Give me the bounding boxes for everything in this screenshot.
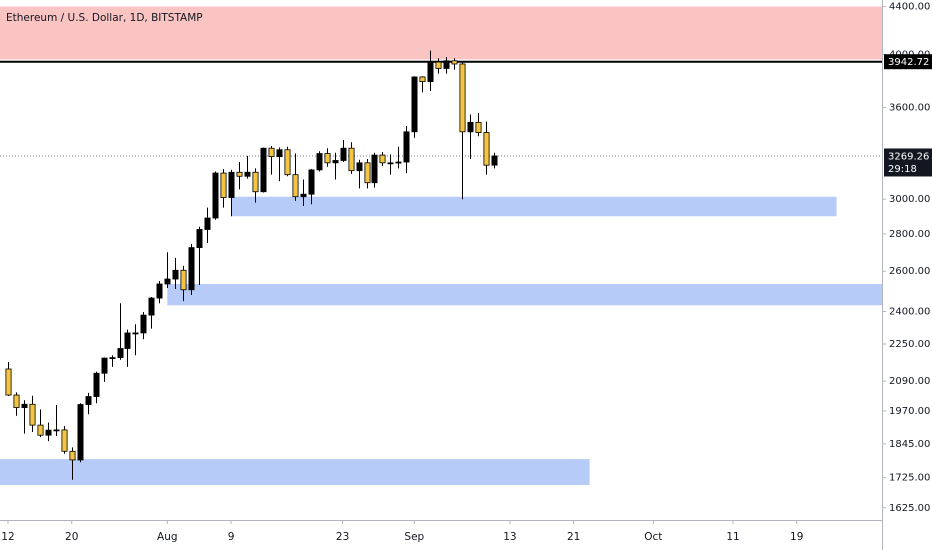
candle-body (300, 193, 307, 198)
y-tick-label: 2800.00 (889, 229, 930, 240)
y-tick-label: 1970.00 (889, 406, 930, 417)
candle-body (340, 147, 347, 161)
candle-body (324, 153, 331, 164)
candle-body (411, 76, 418, 133)
candle-body (316, 153, 323, 171)
candle-body (93, 372, 100, 397)
candle-body (387, 162, 394, 165)
candle-body (77, 404, 84, 461)
candle-body (109, 357, 116, 360)
candle-body (5, 368, 12, 396)
y-tick-label: 2400.00 (889, 307, 930, 318)
candle-body (379, 154, 386, 164)
zone (231, 196, 837, 217)
x-tick-label: 9 (228, 531, 235, 543)
candle-body (427, 61, 434, 82)
candle-body (172, 269, 179, 280)
countdown-label: 29:18 (888, 164, 917, 175)
candle-body (467, 121, 474, 133)
x-tick-label: Oct (644, 531, 662, 543)
candle-body (45, 429, 52, 436)
candle-body (156, 283, 163, 299)
candle-body (459, 63, 466, 133)
candle-body (395, 161, 402, 164)
candle-body (491, 155, 498, 166)
candle-body (419, 76, 426, 82)
candle-body (117, 348, 124, 359)
candle-body (435, 61, 442, 69)
candle-body (29, 403, 36, 426)
x-tick-label: 20 (65, 531, 78, 543)
candle-body (451, 60, 458, 65)
candle-body (85, 396, 92, 405)
y-tick-label: 3600.00 (889, 102, 930, 113)
y-tick-label: 2090.00 (889, 376, 930, 387)
candle-body (124, 332, 131, 349)
candle-body (371, 154, 378, 184)
candle-body (132, 332, 139, 335)
candle-body (61, 429, 68, 452)
candle-body (403, 131, 410, 163)
candle-body (164, 278, 171, 285)
candle-body (53, 429, 60, 432)
price-label-box (884, 54, 932, 70)
candle-body (348, 147, 355, 172)
candle-body (332, 160, 339, 164)
x-tick-label: 21 (567, 531, 580, 543)
candle-body (204, 217, 211, 230)
y-tick-label: 4400.00 (889, 1, 930, 12)
price-label-box (884, 148, 932, 177)
candle-body (148, 297, 155, 316)
candle-body (180, 269, 187, 291)
candle-body (37, 424, 44, 436)
y-tick-label: 1725.00 (889, 473, 930, 484)
candle-body (284, 149, 291, 176)
candle-body (356, 162, 363, 172)
x-tick-label: 11 (726, 531, 739, 543)
candle-body (276, 149, 283, 158)
candle-body (220, 172, 227, 198)
candle-body (236, 171, 243, 177)
candle-body (196, 229, 203, 249)
zone (0, 459, 590, 486)
price-label: 3269.26 (888, 151, 929, 162)
candle-body (260, 147, 267, 193)
zone (167, 283, 882, 306)
y-tick-label: 2250.00 (889, 339, 930, 350)
plot-area (0, 6, 882, 486)
x-tick-label: 19 (790, 531, 803, 543)
candle-body (101, 357, 108, 374)
candle-body (364, 162, 371, 184)
price-label: 3942.72 (888, 57, 929, 68)
candle-body (475, 121, 482, 133)
candle-body (21, 403, 28, 408)
candle-body (268, 147, 275, 158)
y-tick-label: 2600.00 (889, 266, 930, 277)
candle-body (228, 171, 235, 198)
y-tick-label: 3000.00 (889, 194, 930, 205)
chart-title: Ethereum / U.S. Dollar, 1D, BITSTAMP (6, 12, 203, 24)
x-tick-label: 12 (1, 531, 14, 543)
candle-body (188, 247, 195, 291)
candle-body (292, 174, 299, 198)
x-tick-label: 13 (503, 531, 516, 543)
y-tick-label: 1625.00 (889, 503, 930, 514)
x-tick-label: 23 (336, 531, 349, 543)
candle-body (308, 169, 315, 195)
candle-body (140, 314, 147, 334)
y-tick-label: 1845.00 (889, 439, 930, 450)
candle-body (69, 450, 76, 461)
candle-body (252, 171, 259, 193)
candle-body (483, 132, 490, 166)
candle-body (244, 171, 251, 177)
candle-body (13, 394, 20, 408)
x-tick-label: Aug (157, 531, 178, 543)
zone (0, 6, 882, 60)
candle-body (443, 60, 450, 69)
candle-body (212, 172, 219, 219)
x-tick-label: Sep (404, 531, 424, 543)
